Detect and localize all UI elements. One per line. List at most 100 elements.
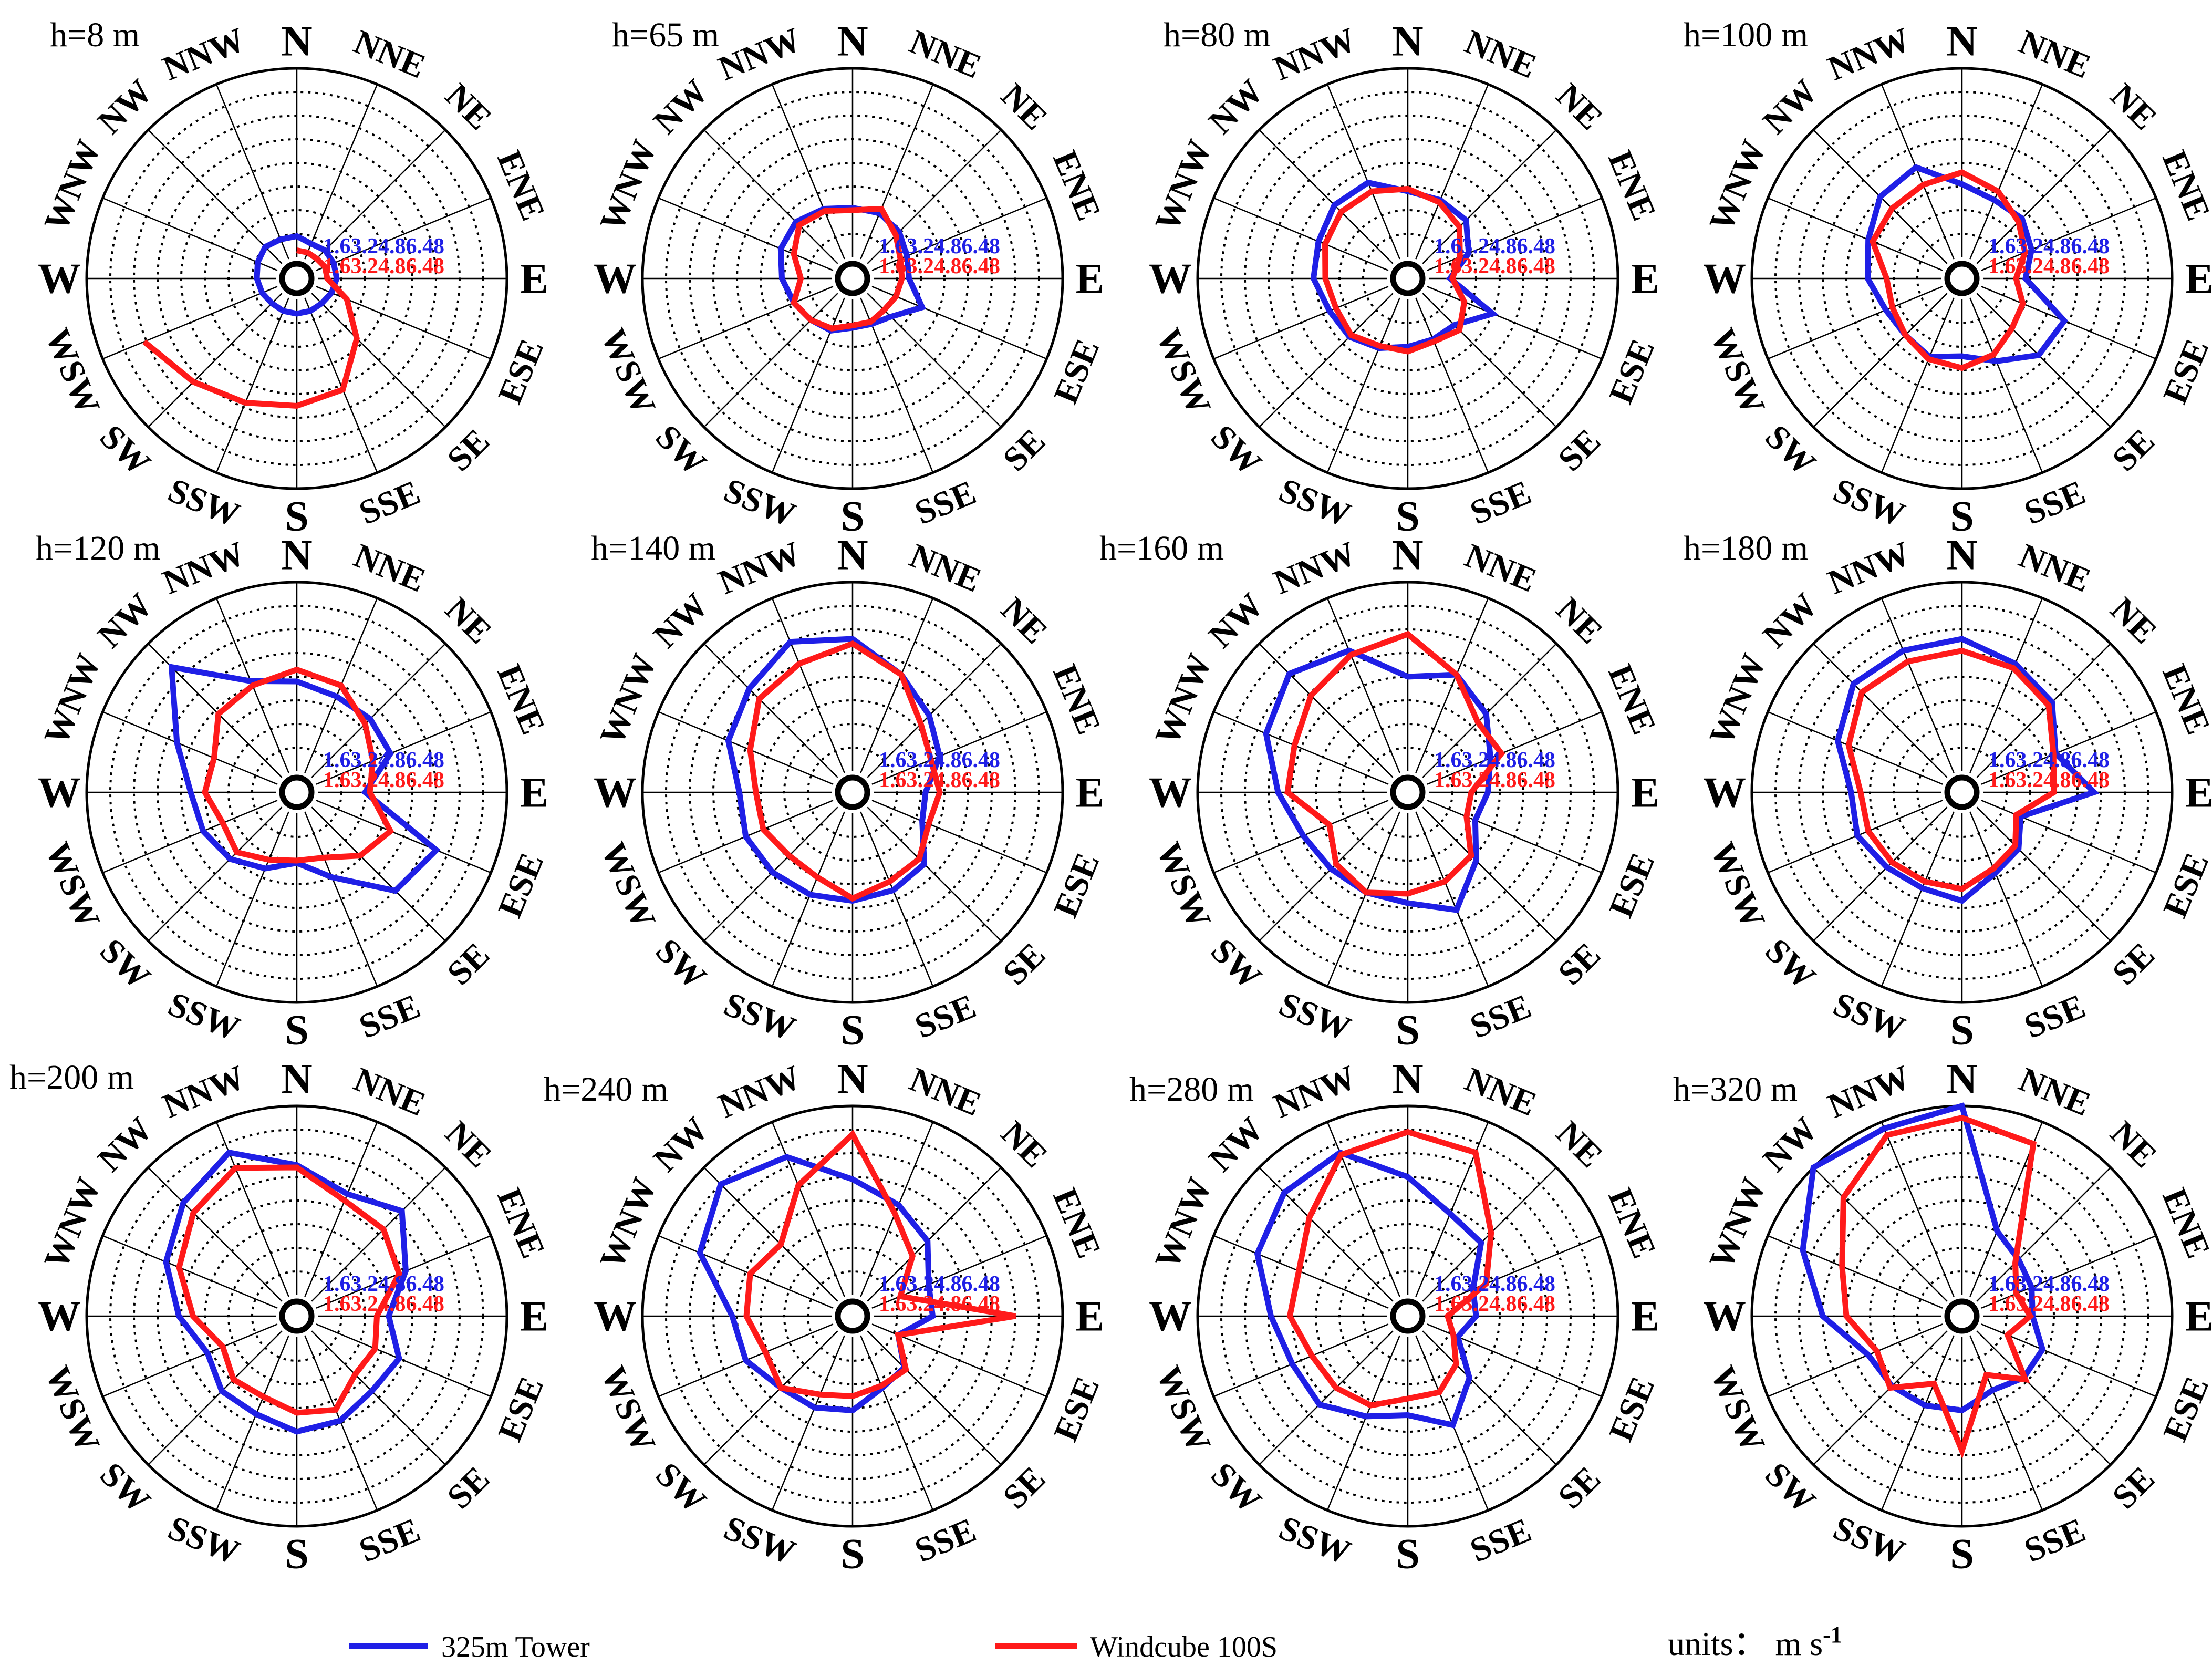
grid-spoke [867,1167,1002,1302]
outer-ring [85,1104,508,1528]
grid-spoke [1259,806,1394,942]
grid-spoke [1981,286,2157,360]
direction-label: ENE [1601,1183,1663,1264]
radial-tick-labels-windcube: 1.63.24.86.48 [1434,254,1555,278]
direction-label: W [1149,769,1192,816]
panel-title: h=80 m [1164,16,1271,54]
outer-ring [641,1104,1064,1528]
direction-label: W [1149,255,1192,303]
direction-label: S [1396,492,1420,540]
direction-label: SSE [354,473,425,532]
direction-label: NNE [1459,23,1542,86]
direction-label: W [594,1292,637,1340]
grid-spoke [703,1167,838,1302]
grid-spoke [1969,1335,2043,1511]
series-line-windcube [743,1130,1016,1400]
grid-spoke [867,643,1002,778]
outer-ring [1750,67,2174,490]
series-line-tower [1310,179,1499,351]
center-hub [835,1298,870,1334]
direction-label: NE [2103,1114,2164,1175]
grid-spoke [867,1330,1002,1465]
grid-spoke [311,643,446,778]
radial-tick-labels-tower: 1.63.24.86.48 [1988,1272,2110,1296]
outer-ring [85,581,508,1004]
grid-spoke [215,84,289,260]
grid-spoke [1326,297,1400,473]
grid-spoke [311,806,446,942]
radial-tick-labels-tower: 1.63.24.86.48 [879,748,1000,772]
center-hub [279,1298,315,1334]
direction-label: ENE [1045,1183,1108,1264]
grid-spoke [102,1235,278,1309]
direction-label: WNW [593,1172,664,1274]
grid-spoke [1981,800,2157,874]
panel-title: h=160 m [1099,529,1224,567]
direction-label: SE [995,1459,1053,1516]
grid-spoke [1259,293,1394,428]
radial-tick-labels-tower: 1.63.24.86.48 [1988,234,2110,258]
grid-spoke [304,811,378,987]
direction-label: WNW [37,648,108,750]
direction-label: E [1076,255,1105,303]
direction-label: SSE [354,987,425,1046]
radial-tick-labels-windcube: 1.63.24.86.48 [323,1292,444,1316]
direction-label: S [1950,1006,1974,1054]
grid-spoke [1981,711,2157,785]
grid-spoke [1326,597,1400,773]
grid-spoke [215,1335,289,1511]
series-line-windcube [1839,1114,2037,1459]
direction-label: SSW [1828,471,1910,534]
center-hub [1944,1298,1980,1334]
direction-label: ESE [1602,847,1662,923]
grid-spoke [871,800,1047,874]
grid-spoke [1813,1167,1948,1302]
series-line-windcube [142,247,360,409]
grid-spoke [148,129,283,264]
direction-label: SE [2105,935,2162,992]
grid-spoke [703,643,838,778]
grid-spoke [1813,806,1948,942]
direction-label: W [1703,769,1746,816]
direction-label: W [594,769,637,816]
direction-label: E [520,1292,549,1340]
grid-spoke [1326,84,1400,260]
panel-title: h=240 m [544,1070,668,1109]
series-line-windcube [1845,647,2057,892]
direction-label: E [1076,769,1105,816]
series-line-windcube [1322,185,1468,355]
grid-spoke [867,129,1002,264]
direction-label: SSE [2019,473,2091,532]
grid-spoke [102,197,278,271]
series-line-tower [697,1154,936,1414]
direction-label: N [1946,17,1977,65]
grid-spoke [1259,129,1394,264]
grid-spoke [215,1121,289,1297]
units-label: units： m s-1 [1668,1622,1842,1662]
grid-spoke [860,297,934,473]
direction-label: E [520,769,549,816]
grid-spoke [867,293,1002,428]
series-line-tower [1864,164,2069,365]
grid-spoke [311,293,446,428]
grid-spoke [148,1330,283,1465]
direction-label: N [837,1055,868,1103]
direction-label: W [38,769,81,816]
grid-spoke [871,286,1047,360]
grid-spoke [1259,643,1394,778]
grid-spoke [1881,1335,1955,1511]
direction-label: NE [993,1114,1054,1175]
direction-label: S [840,492,865,540]
direction-label: ESE [1046,1371,1107,1446]
grid-spoke [304,84,378,260]
legend-label-windcube: Windcube 100S [1090,1631,1278,1663]
grid-spoke [215,297,289,473]
direction-label: NNE [904,23,986,86]
grid-spoke [102,286,278,360]
direction-label: E [2185,769,2212,816]
series-line-windcube [791,205,905,332]
